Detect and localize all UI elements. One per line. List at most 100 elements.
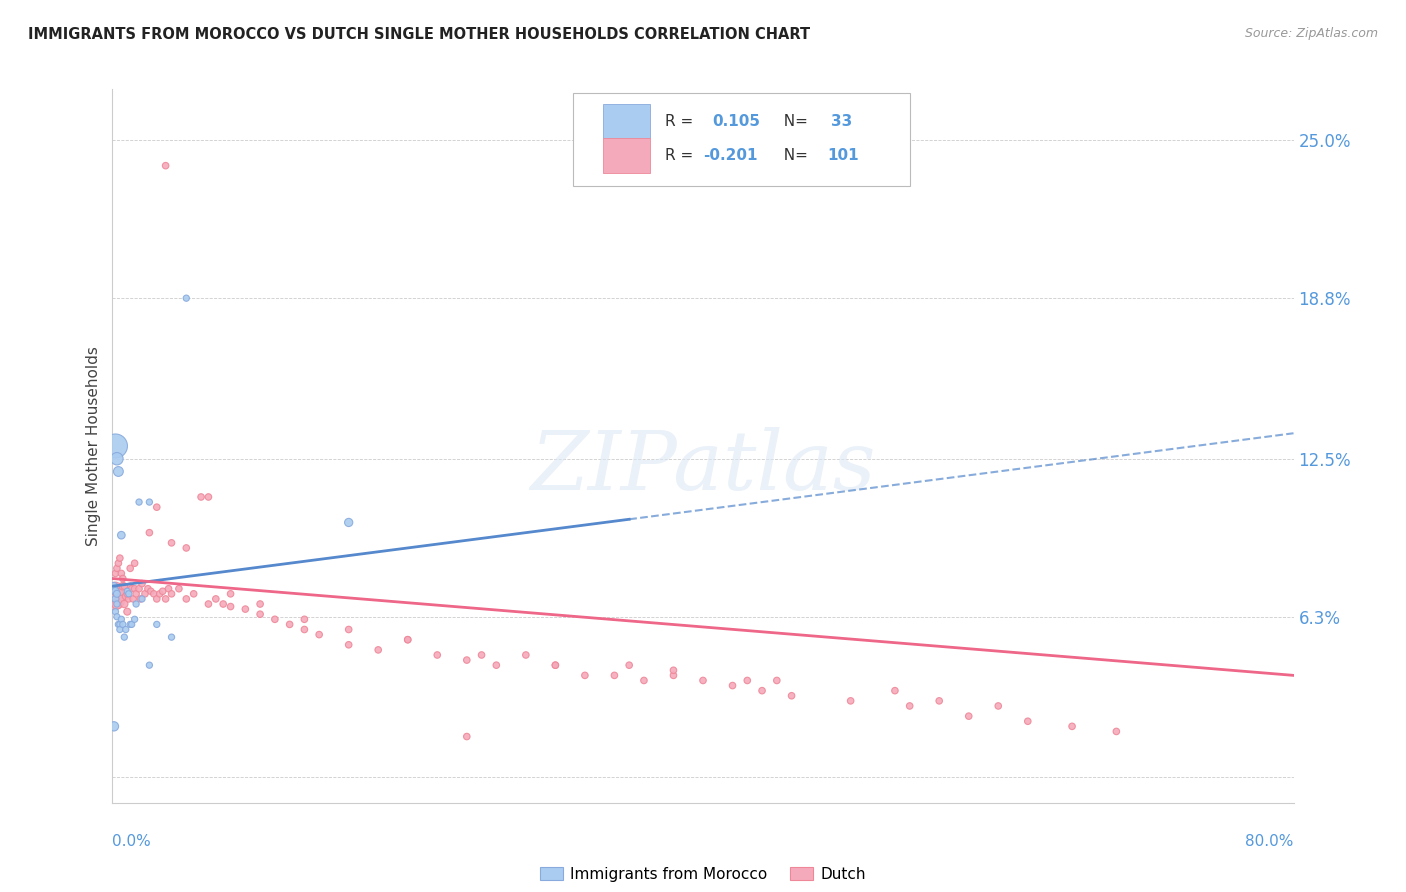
Point bbox=[633, 673, 655, 688]
Point bbox=[155, 591, 177, 606]
Point bbox=[104, 582, 127, 596]
Point bbox=[174, 591, 197, 606]
Point bbox=[662, 663, 685, 677]
Point bbox=[125, 597, 148, 611]
Point bbox=[121, 617, 143, 632]
Point bbox=[190, 490, 212, 504]
Point bbox=[456, 730, 478, 744]
Point bbox=[138, 658, 160, 673]
Point bbox=[120, 561, 142, 575]
Point bbox=[264, 612, 287, 626]
Point bbox=[957, 709, 980, 723]
Point bbox=[107, 465, 129, 479]
Point bbox=[337, 638, 360, 652]
Point bbox=[396, 632, 419, 647]
Text: 101: 101 bbox=[827, 148, 859, 163]
Text: N=: N= bbox=[773, 148, 813, 163]
Point bbox=[751, 683, 773, 698]
Point bbox=[107, 556, 129, 570]
Point bbox=[174, 291, 197, 305]
Point bbox=[308, 627, 330, 641]
Point bbox=[155, 159, 177, 173]
Point bbox=[136, 582, 159, 596]
Point bbox=[146, 500, 169, 515]
FancyBboxPatch shape bbox=[603, 138, 650, 173]
Point bbox=[112, 597, 135, 611]
Point bbox=[160, 536, 183, 550]
Point bbox=[544, 658, 567, 673]
Point bbox=[1105, 724, 1128, 739]
Point bbox=[108, 623, 131, 637]
Point bbox=[426, 648, 449, 662]
Point bbox=[122, 591, 145, 606]
Point bbox=[160, 630, 183, 644]
Point bbox=[898, 698, 921, 713]
Point bbox=[212, 597, 235, 611]
Point bbox=[1017, 714, 1039, 729]
Point bbox=[292, 623, 315, 637]
Point bbox=[737, 673, 759, 688]
Point bbox=[142, 587, 165, 601]
Point bbox=[120, 579, 142, 593]
Point bbox=[249, 607, 271, 622]
Point bbox=[233, 602, 256, 616]
Point bbox=[118, 591, 141, 606]
Point bbox=[167, 582, 190, 596]
Point bbox=[124, 582, 146, 596]
Point bbox=[104, 591, 127, 606]
Text: 0.105: 0.105 bbox=[713, 114, 761, 128]
Point bbox=[104, 566, 127, 581]
Text: Source: ZipAtlas.com: Source: ZipAtlas.com bbox=[1244, 27, 1378, 40]
Point bbox=[183, 587, 205, 601]
Point bbox=[120, 617, 142, 632]
Point bbox=[278, 617, 301, 632]
Point bbox=[117, 584, 138, 599]
Point bbox=[107, 587, 129, 601]
Text: 0.0%: 0.0% bbox=[112, 834, 152, 849]
Point bbox=[105, 609, 128, 624]
Point bbox=[337, 516, 360, 530]
Point bbox=[105, 597, 128, 611]
Point bbox=[157, 582, 180, 596]
Point bbox=[108, 617, 131, 632]
Point bbox=[396, 632, 419, 647]
Point bbox=[574, 668, 596, 682]
Point bbox=[152, 584, 174, 599]
Text: ZIPatlas: ZIPatlas bbox=[530, 427, 876, 508]
Point bbox=[456, 653, 478, 667]
Point bbox=[884, 683, 907, 698]
FancyBboxPatch shape bbox=[603, 104, 650, 138]
Point bbox=[110, 566, 132, 581]
Point bbox=[104, 584, 127, 599]
Point bbox=[125, 587, 148, 601]
Point bbox=[544, 658, 567, 673]
Point bbox=[219, 599, 242, 614]
Point bbox=[146, 617, 169, 632]
Point bbox=[197, 597, 219, 611]
Point bbox=[114, 590, 136, 604]
Point bbox=[111, 579, 134, 593]
Point bbox=[111, 617, 134, 632]
Point bbox=[104, 439, 127, 453]
Point bbox=[721, 679, 744, 693]
Point bbox=[205, 591, 228, 606]
Y-axis label: Single Mother Households: Single Mother Households bbox=[86, 346, 101, 546]
Point bbox=[129, 591, 152, 606]
Point bbox=[219, 587, 242, 601]
Point bbox=[928, 694, 950, 708]
Point bbox=[174, 541, 197, 555]
Point bbox=[114, 623, 136, 637]
FancyBboxPatch shape bbox=[574, 93, 910, 186]
Point bbox=[124, 556, 146, 570]
Point bbox=[110, 528, 132, 542]
Point bbox=[470, 648, 494, 662]
Legend: Immigrants from Morocco, Dutch: Immigrants from Morocco, Dutch bbox=[533, 861, 873, 888]
Point bbox=[1062, 719, 1084, 733]
Point bbox=[619, 658, 641, 673]
Point bbox=[104, 605, 127, 619]
Point bbox=[103, 591, 125, 606]
Point bbox=[766, 673, 789, 688]
Point bbox=[197, 490, 219, 504]
Point bbox=[112, 630, 135, 644]
Point bbox=[103, 579, 125, 593]
